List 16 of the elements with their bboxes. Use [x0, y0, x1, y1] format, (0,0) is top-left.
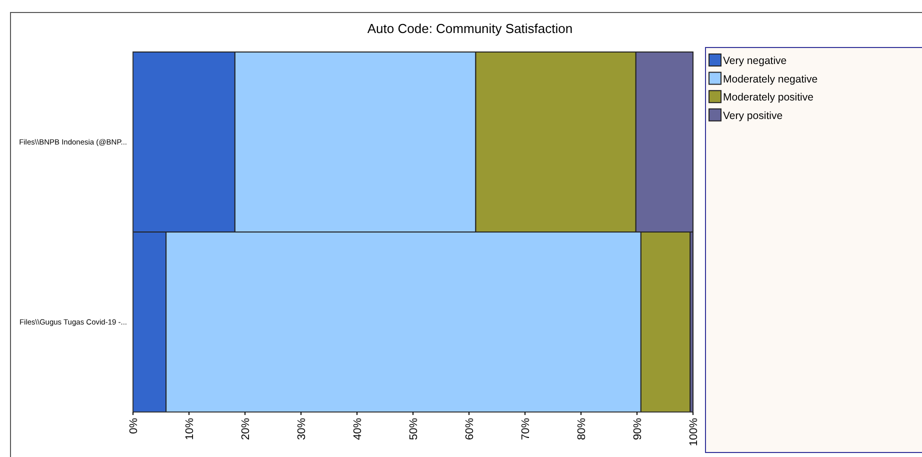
x-tick-label: 20% — [240, 418, 252, 440]
legend-label: Very positive — [723, 110, 783, 122]
legend-label: Moderately negative — [723, 73, 818, 86]
x-tick-label: 40% — [352, 418, 364, 440]
x-tick-label: 10% — [184, 418, 196, 440]
x-tick-label: 50% — [408, 418, 420, 440]
x-tick-label: 70% — [520, 418, 532, 440]
x-tick-label: 0% — [128, 418, 140, 434]
x-tick-label: 80% — [576, 418, 588, 440]
x-tick-label: 100% — [688, 418, 700, 446]
legend-label: Moderately positive — [723, 92, 814, 104]
x-tick-label: 90% — [632, 418, 644, 440]
x-tick-label: 30% — [296, 418, 308, 440]
legend-label: Very negative — [723, 55, 787, 67]
x-tick-label: 60% — [464, 418, 476, 440]
chart-title: Auto Code: Community Satisfaction — [367, 21, 573, 36]
